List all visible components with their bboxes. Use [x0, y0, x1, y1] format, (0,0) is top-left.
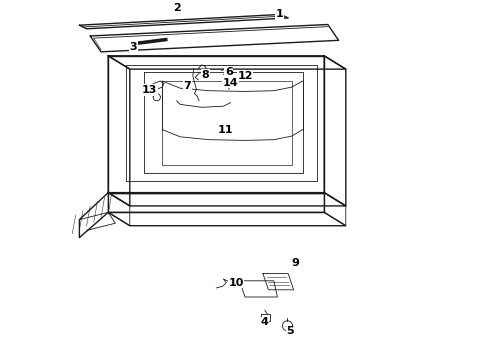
- Text: 12: 12: [237, 71, 253, 81]
- Text: 1: 1: [275, 9, 283, 19]
- Text: 8: 8: [201, 69, 209, 80]
- Text: 13: 13: [142, 85, 157, 95]
- Text: 7: 7: [184, 81, 191, 91]
- Text: 3: 3: [129, 42, 137, 52]
- Text: 2: 2: [173, 3, 180, 13]
- Text: 5: 5: [286, 326, 294, 336]
- Text: 4: 4: [261, 317, 269, 327]
- Text: 9: 9: [292, 258, 299, 268]
- Text: 11: 11: [218, 125, 233, 135]
- Text: 10: 10: [228, 278, 244, 288]
- Text: 6: 6: [225, 67, 233, 77]
- Text: 14: 14: [223, 78, 239, 88]
